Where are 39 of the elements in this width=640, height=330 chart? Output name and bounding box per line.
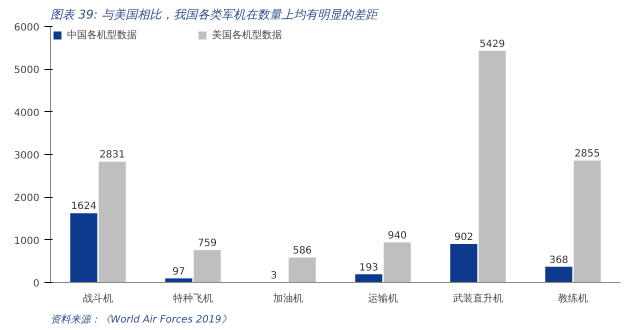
y-tick-label: 1000 (14, 236, 40, 247)
x-tick-label: 运输机 (368, 292, 398, 304)
bar (98, 162, 126, 282)
data-label: 902 (454, 232, 474, 244)
bar (384, 242, 411, 282)
legend-label: 美国各机型数据 (212, 28, 282, 42)
data-label: 759 (198, 238, 217, 250)
x-tick-label: 加油机 (273, 292, 303, 304)
data-label: 97 (172, 266, 186, 278)
bar (545, 266, 572, 282)
data-label: 586 (292, 245, 312, 256)
data-label: 940 (388, 230, 407, 242)
data-label: 1624 (71, 201, 96, 212)
x-tick-label: 武装直升机 (453, 292, 503, 304)
data-label: 2855 (574, 148, 600, 160)
bar (574, 160, 601, 282)
bar (288, 257, 316, 282)
bar (478, 50, 506, 282)
bar (450, 244, 478, 282)
legend-label: 中国各机型数据 (67, 28, 137, 42)
x-tick-label: 战斗机 (83, 292, 113, 304)
bar (194, 250, 221, 282)
y-tick-label: 6000 (14, 22, 40, 34)
data-label: 2831 (100, 150, 125, 161)
y-tick-label: 0 (33, 278, 40, 290)
data-label: 193 (359, 262, 378, 274)
chart-title: 图表 39: 与美国相比，我国各类军机在数量上均有明显的差距 (50, 8, 380, 22)
y-tick-label: 5000 (14, 65, 40, 76)
bar (355, 274, 382, 282)
x-tick-label: 特种飞机 (173, 292, 213, 304)
data-label: 368 (549, 254, 568, 266)
data-label: 5429 (480, 38, 505, 50)
bar (70, 213, 98, 282)
text: 资料来源：《World Air Forces 2019》 (50, 314, 232, 326)
y-tick-label: 3000 (14, 150, 40, 162)
y-tick-label: 4000 (14, 108, 40, 119)
x-tick-label: 教练机 (558, 292, 588, 304)
y-tick-label: 2000 (14, 193, 40, 204)
data-label: 3 (270, 270, 277, 282)
